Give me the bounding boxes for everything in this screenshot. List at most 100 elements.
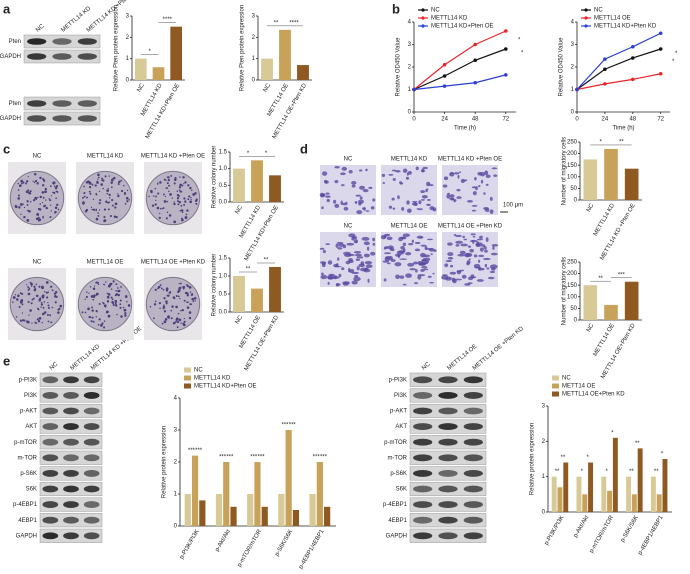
cell xyxy=(338,273,342,278)
cell xyxy=(456,188,461,192)
colony xyxy=(114,302,117,305)
colony xyxy=(155,199,157,201)
y-tick-label: 0.0 xyxy=(219,200,228,206)
colony xyxy=(188,195,191,198)
colony xyxy=(54,290,58,294)
bar xyxy=(583,285,598,320)
significance: *** xyxy=(618,272,626,278)
colony xyxy=(106,310,109,314)
cell xyxy=(411,239,414,243)
colony xyxy=(192,300,195,303)
significance: * xyxy=(611,430,614,436)
row-label: PI3K xyxy=(24,393,37,399)
bar xyxy=(261,506,268,526)
colony xyxy=(114,299,118,303)
colony xyxy=(178,186,182,189)
colony xyxy=(95,193,97,195)
colony xyxy=(190,199,192,201)
blot-band xyxy=(77,115,97,122)
cell xyxy=(332,275,338,280)
cell xyxy=(484,170,489,176)
colony xyxy=(37,320,41,323)
colony xyxy=(31,298,34,301)
y-tick-label: 1 xyxy=(126,56,130,62)
y-tick-label: 0.5 xyxy=(219,292,228,298)
colony xyxy=(39,297,42,300)
row-label: p-mTOR xyxy=(384,440,408,446)
cell xyxy=(367,278,370,283)
colony xyxy=(54,210,57,214)
colony xyxy=(35,217,39,221)
bar xyxy=(582,494,588,512)
colony xyxy=(96,180,98,183)
colony xyxy=(37,308,40,311)
image-label: METTL14 OE +Pten KD xyxy=(141,260,206,266)
blot-band xyxy=(463,438,483,446)
colony xyxy=(91,309,94,312)
x-tick-label: p-S6K/S6K xyxy=(274,529,294,558)
cell xyxy=(451,277,456,283)
colony xyxy=(27,292,31,296)
panel-letter: e xyxy=(3,353,10,368)
bar xyxy=(626,476,632,512)
cell xyxy=(478,185,481,188)
colony xyxy=(88,292,90,294)
y-tick-label: 250 xyxy=(567,140,578,146)
colony xyxy=(163,304,165,306)
colony xyxy=(43,204,47,207)
cell xyxy=(351,180,357,185)
blot-band xyxy=(413,454,433,462)
colony xyxy=(16,298,19,301)
cell xyxy=(420,252,426,258)
significance: * xyxy=(581,469,584,475)
colony xyxy=(86,291,88,293)
colony xyxy=(116,313,118,316)
colony xyxy=(91,316,94,319)
bar xyxy=(278,494,285,526)
cell xyxy=(372,237,376,242)
colony xyxy=(165,300,168,303)
colony xyxy=(38,285,41,288)
cell xyxy=(319,247,325,250)
cell xyxy=(425,188,429,191)
cell xyxy=(362,189,369,193)
cell xyxy=(489,209,494,214)
colony xyxy=(34,321,37,324)
colony xyxy=(189,200,193,204)
x-tick-label: METTL14 OE+Pten KD xyxy=(244,314,281,372)
cell xyxy=(447,252,454,257)
colony xyxy=(182,285,186,289)
colony xyxy=(101,177,104,180)
colony xyxy=(126,189,129,192)
colony xyxy=(42,191,44,194)
colony xyxy=(108,201,111,204)
cell xyxy=(353,276,361,282)
cell xyxy=(420,199,425,201)
bar xyxy=(604,304,618,320)
image-label: METTL14 KD +Pten OE xyxy=(141,154,205,160)
colony xyxy=(42,179,46,182)
blot-band xyxy=(413,501,433,509)
cell xyxy=(392,169,397,172)
colony xyxy=(106,192,109,195)
colony xyxy=(32,198,36,202)
colony xyxy=(103,283,106,286)
bar xyxy=(604,148,618,200)
colony xyxy=(102,301,104,304)
panel-letter: c xyxy=(3,141,10,156)
x-tick-label: p-S6K/S6K xyxy=(620,515,640,544)
colony xyxy=(107,201,110,204)
cell xyxy=(402,233,411,238)
colony xyxy=(159,307,161,310)
colony xyxy=(94,184,97,187)
colony xyxy=(87,307,90,311)
significance: * xyxy=(605,469,608,475)
colony xyxy=(195,198,198,201)
colony xyxy=(181,286,183,288)
colony xyxy=(99,199,102,202)
blot-band xyxy=(83,485,100,493)
colony xyxy=(111,204,114,207)
blot-band xyxy=(27,115,47,122)
cell xyxy=(477,172,482,176)
y-axis-label: Relative protein expression xyxy=(530,423,536,495)
